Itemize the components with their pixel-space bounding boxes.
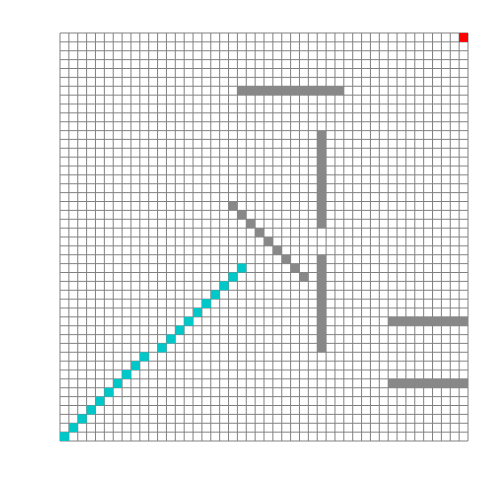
wall-cell xyxy=(317,290,327,300)
wall-cell xyxy=(281,86,291,96)
wall-cell xyxy=(423,316,433,326)
path-cell xyxy=(184,316,194,326)
wall-cell xyxy=(264,237,273,246)
path-cell xyxy=(201,299,211,308)
wall-cell xyxy=(228,201,238,211)
wall-horizontal-top xyxy=(237,86,344,96)
wall-cell xyxy=(317,281,327,291)
wall-cell xyxy=(317,307,327,317)
wall-horizontal-right-lower xyxy=(388,378,468,388)
wall-cell xyxy=(299,272,309,282)
wall-cell xyxy=(290,86,300,96)
wall-cell xyxy=(317,299,327,308)
path-cell xyxy=(77,414,87,424)
wall-cell xyxy=(423,378,433,388)
path-cell xyxy=(228,272,238,282)
wall-cell xyxy=(397,378,406,388)
path-cell xyxy=(68,423,78,433)
wall-cell xyxy=(414,316,424,326)
wall-vertical-upper xyxy=(317,130,327,229)
path-cell xyxy=(237,263,247,273)
wall-cell xyxy=(450,378,460,388)
wall-cell xyxy=(388,378,398,388)
wall-cell xyxy=(317,174,327,184)
wall-cell xyxy=(459,316,468,326)
wall-horizontal-right-upper xyxy=(388,316,468,326)
wall-cell xyxy=(405,316,415,326)
path-cell xyxy=(130,361,140,371)
wall-cell xyxy=(317,130,327,140)
wall-cell xyxy=(317,316,327,326)
wall-cell xyxy=(246,219,256,229)
wall-cell xyxy=(317,201,327,211)
wall-cell xyxy=(317,148,327,158)
path-cell xyxy=(157,343,167,353)
wall-cell xyxy=(317,325,327,335)
wall-cell xyxy=(317,219,327,229)
path-cell xyxy=(210,290,220,300)
wall-cell xyxy=(308,86,318,96)
wall-cell xyxy=(317,343,327,353)
wall-diagonal xyxy=(228,201,309,282)
path-cell xyxy=(166,334,176,344)
path-cell xyxy=(175,325,185,335)
wall-cell xyxy=(237,86,247,96)
wall-cell xyxy=(255,86,264,96)
path-cell xyxy=(104,387,114,397)
wall-cell xyxy=(299,86,309,96)
wall-cell xyxy=(317,272,327,282)
path-cell xyxy=(86,405,96,415)
wall-cell xyxy=(317,210,327,220)
wall-cell xyxy=(388,316,398,326)
wall-cell xyxy=(326,86,335,96)
wall-cell xyxy=(237,210,247,220)
wall-cell xyxy=(317,192,327,202)
wall-cell xyxy=(450,316,460,326)
agent-path xyxy=(60,263,247,441)
wall-cell xyxy=(255,228,264,237)
path-cell xyxy=(122,370,131,379)
path-cell xyxy=(139,352,149,362)
wall-cell xyxy=(317,254,327,264)
wall-cell xyxy=(459,378,468,388)
wall-cell xyxy=(272,86,282,96)
wall-cell xyxy=(334,86,344,96)
walls-layer xyxy=(228,86,468,388)
goal-marker xyxy=(459,33,468,42)
wall-cell xyxy=(432,378,442,388)
wall-cell xyxy=(317,86,327,96)
wall-cell xyxy=(397,316,406,326)
wall-cell xyxy=(414,378,424,388)
wall-cell xyxy=(441,378,451,388)
wall-cell xyxy=(317,166,327,175)
wall-cell xyxy=(281,254,291,264)
path-cell xyxy=(193,307,202,317)
wall-cell xyxy=(317,157,327,167)
path-cell xyxy=(219,281,229,291)
wall-cell xyxy=(317,183,327,193)
wall-cell xyxy=(264,86,273,96)
wall-cell xyxy=(272,245,282,255)
path-cell xyxy=(95,396,105,406)
wall-cell xyxy=(441,316,451,326)
goal-layer xyxy=(459,33,468,42)
path-cell xyxy=(113,378,123,388)
wall-cell xyxy=(317,334,327,344)
wall-cell xyxy=(290,263,300,273)
wall-cell xyxy=(317,139,327,149)
wall-cell xyxy=(317,263,327,273)
wall-vertical-lower xyxy=(317,254,327,353)
wall-cell xyxy=(405,378,415,388)
wall-cell xyxy=(246,86,256,96)
path-cell xyxy=(60,432,69,441)
wall-cell xyxy=(432,316,442,326)
